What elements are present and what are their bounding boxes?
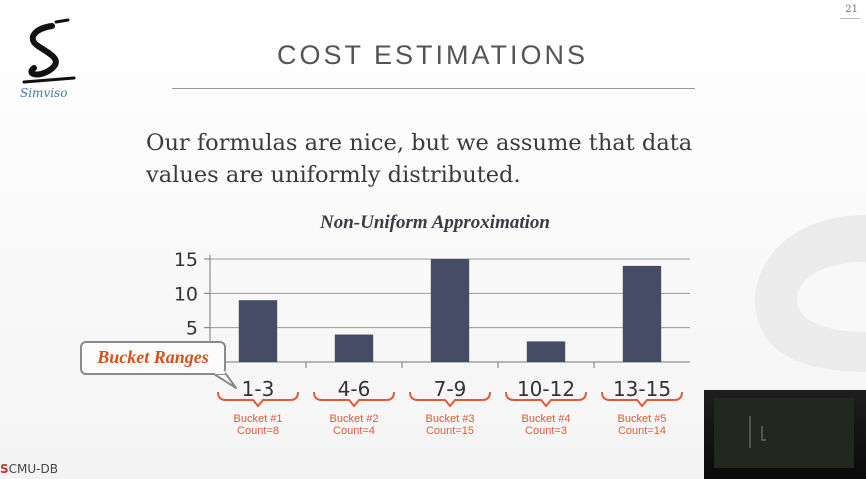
bar xyxy=(238,300,278,362)
title-divider xyxy=(172,88,695,89)
chart-title: Non-Uniform Approximation xyxy=(320,212,550,233)
bucket-bracket xyxy=(601,391,683,408)
bucket-name-label: Bucket #4 xyxy=(522,413,571,425)
bucket-name-label: Bucket #2 xyxy=(330,413,379,425)
bucket-ranges-callout: Bucket Ranges xyxy=(80,341,226,375)
bucket-count-label: Count=3 xyxy=(525,425,567,437)
bucket-count-label: Count=4 xyxy=(333,425,375,437)
y-tick-label: 5 xyxy=(186,318,198,340)
bucket-name-label: Bucket #5 xyxy=(618,413,667,425)
x-tick-label: 1-3 xyxy=(242,377,275,401)
bucket-bracket xyxy=(217,391,299,408)
bucket-count-label: Count=14 xyxy=(618,425,666,437)
bucket-name-label: Bucket #1 xyxy=(234,413,283,425)
slide-body-text: Our formulas are nice, but we assume tha… xyxy=(146,130,693,188)
x-tick-label: 7-9 xyxy=(434,377,467,401)
page-number-rule xyxy=(840,18,860,19)
callout-text: Bucket Ranges xyxy=(97,347,209,367)
footer-logo-mark: S xyxy=(0,462,9,476)
webcam-frame-icon xyxy=(714,398,854,468)
x-tick-label: 4-6 xyxy=(338,377,371,401)
bucket-name-label: Bucket #3 xyxy=(426,413,475,425)
page-number: 21 xyxy=(845,4,858,15)
cmu-db-logo: SCMU-DB xyxy=(0,462,58,476)
x-tick-label: 10-12 xyxy=(517,377,575,401)
bucket-bracket xyxy=(505,391,587,408)
footer-logo-text: CMU-DB xyxy=(8,462,58,476)
webcam-overlay xyxy=(704,390,866,479)
bucket-count-label: Count=15 xyxy=(426,425,474,437)
bucket-bracket xyxy=(313,391,395,408)
logo-text: Simviso xyxy=(20,86,68,100)
x-tick-label: 13-15 xyxy=(613,377,671,401)
y-tick-label: 10 xyxy=(174,283,198,305)
bar xyxy=(526,341,566,362)
simviso-logo-icon xyxy=(22,18,76,84)
bucket-count-label: Count=8 xyxy=(237,425,279,437)
bar xyxy=(430,259,470,362)
bar xyxy=(622,265,662,362)
bucket-bracket xyxy=(409,391,491,408)
slide-title: COST ESTIMATIONS xyxy=(276,40,589,70)
bar xyxy=(334,334,374,362)
y-tick-label: 15 xyxy=(174,249,198,271)
